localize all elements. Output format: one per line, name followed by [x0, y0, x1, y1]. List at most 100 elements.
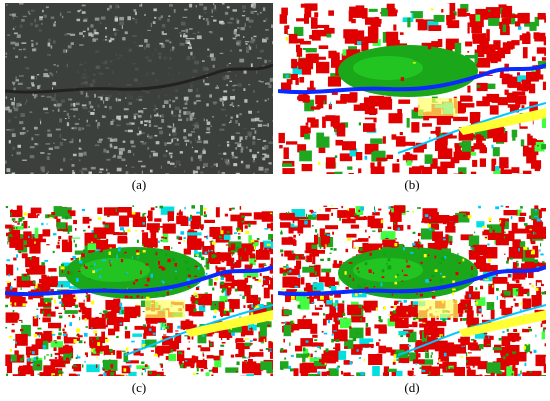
map-block: [484, 335, 494, 340]
map-noise: [136, 252, 140, 255]
texture: [155, 141, 160, 145]
map-noise: [395, 238, 397, 240]
texture: [262, 140, 267, 142]
map-noise: [99, 250, 103, 253]
texture: [232, 37, 237, 40]
map-noise: [171, 247, 173, 249]
map-block: [514, 21, 521, 27]
texture: [18, 102, 21, 107]
texture: [168, 152, 170, 157]
map-block: [36, 338, 43, 349]
map-noise: [291, 296, 295, 300]
map-noise: [178, 360, 183, 364]
texture: [72, 170, 75, 173]
map-noise: [333, 330, 337, 332]
texture: [72, 153, 77, 157]
map-block: [206, 355, 214, 359]
texture: [236, 114, 239, 118]
map-noise: [132, 205, 135, 207]
map-noise: [520, 302, 523, 305]
texture: [267, 123, 269, 127]
map-noise: [545, 291, 546, 295]
map-noise: [454, 370, 458, 372]
texture: [99, 168, 104, 171]
map-noise: [144, 368, 147, 373]
map-noise: [529, 371, 532, 373]
map-block: [468, 235, 480, 247]
texture: [228, 62, 231, 64]
map-block: [505, 345, 520, 352]
map-block: [332, 263, 343, 268]
map-block: [315, 56, 326, 60]
map-noise: [65, 215, 69, 220]
texture: [264, 170, 268, 174]
map-noise: [484, 278, 489, 281]
map-noise: [412, 368, 414, 370]
map-block: [295, 291, 307, 302]
texture: [92, 38, 97, 42]
texture: [8, 119, 11, 123]
map-noise: [529, 228, 532, 231]
texture: [167, 125, 171, 128]
texture: [131, 145, 136, 148]
map-noise: [281, 230, 283, 235]
map-block: [309, 253, 319, 257]
map-noise: [293, 238, 296, 241]
map-block: [393, 218, 398, 230]
map-noise: [465, 304, 467, 307]
map-noise: [401, 269, 404, 272]
map-noise: [504, 297, 506, 299]
map-block: [283, 309, 292, 316]
map-noise: [323, 299, 326, 304]
map-block: [484, 375, 494, 376]
texture: [172, 77, 174, 82]
texture: [258, 80, 261, 82]
map-block: [111, 305, 116, 313]
map-noise: [491, 144, 494, 149]
map-block: [436, 215, 450, 224]
map-noise: [177, 235, 180, 237]
map-noise: [64, 324, 66, 328]
texture: [272, 120, 273, 122]
map-noise: [499, 371, 503, 375]
texture: [240, 148, 243, 153]
map-noise: [105, 337, 108, 339]
map-block: [226, 286, 232, 296]
texture: [90, 24, 94, 28]
map-noise: [99, 374, 103, 376]
map-block: [200, 241, 205, 247]
map-block: [312, 255, 316, 265]
map-block: [12, 296, 26, 307]
map-noise: [339, 217, 341, 221]
texture: [124, 130, 127, 132]
texture: [250, 10, 254, 14]
map-noise: [119, 302, 123, 307]
map-noise: [280, 249, 284, 253]
map-noise: [389, 206, 394, 209]
map-noise: [184, 206, 186, 210]
texture: [169, 133, 171, 136]
texture: [202, 148, 206, 151]
texture: [218, 144, 221, 147]
texture: [245, 138, 248, 140]
texture: [88, 171, 92, 174]
texture: [178, 163, 181, 165]
map-noise: [373, 286, 376, 288]
map-block: [372, 212, 380, 216]
texture: [225, 75, 230, 79]
map-block: [128, 371, 137, 376]
texture: [53, 103, 56, 107]
map-noise: [142, 213, 145, 218]
map-block: [354, 30, 365, 42]
texture: [138, 160, 143, 163]
map-noise: [267, 349, 272, 351]
map-noise: [490, 226, 492, 229]
map-noise: [344, 346, 348, 349]
map-noise: [227, 247, 231, 252]
texture: [9, 13, 13, 16]
map-noise: [195, 286, 200, 291]
map-noise: [220, 277, 225, 280]
texture: [259, 49, 265, 53]
texture: [235, 35, 237, 37]
map-block: [113, 321, 120, 332]
